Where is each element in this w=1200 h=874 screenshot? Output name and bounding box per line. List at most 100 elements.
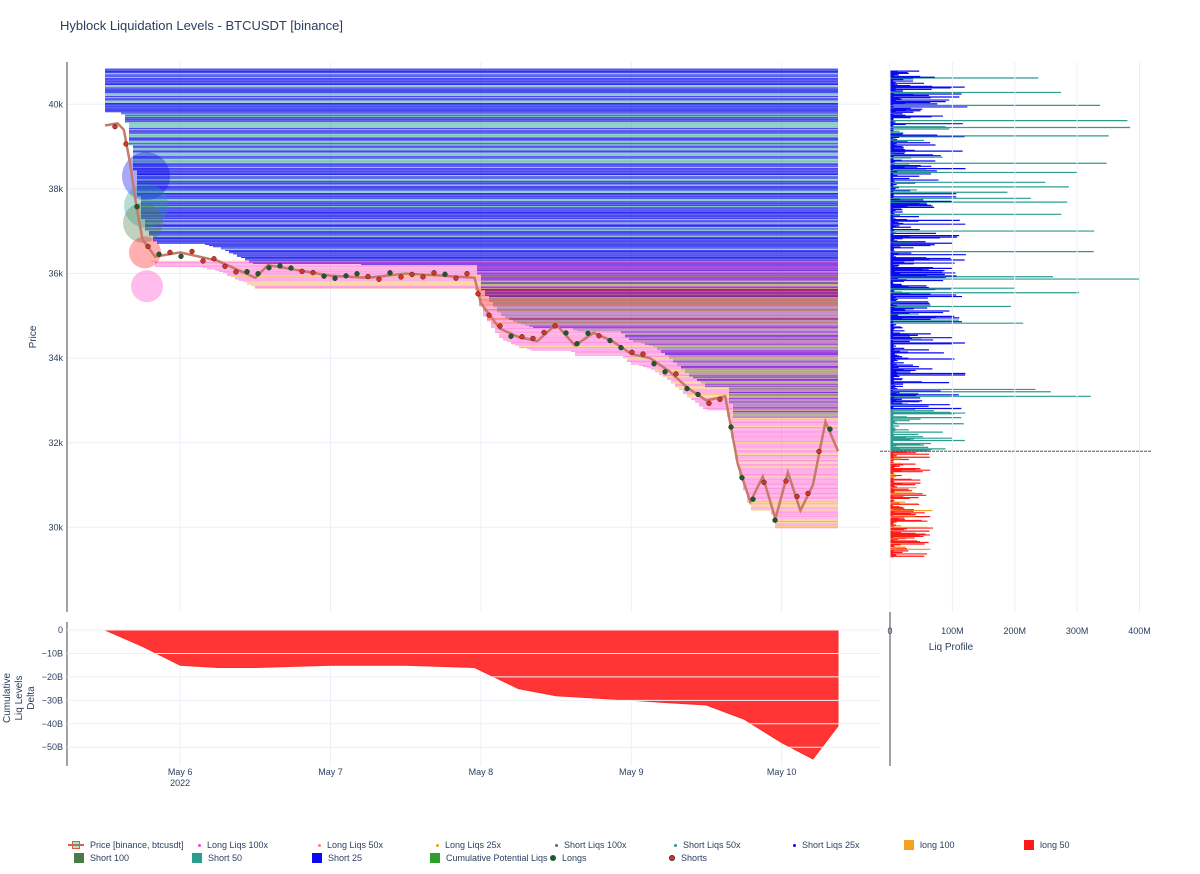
shorts-marker — [167, 249, 173, 256]
legend-shorts[interactable]: Shorts — [669, 853, 707, 863]
shorts-marker — [772, 517, 778, 523]
legend-longs[interactable]: Longs — [550, 853, 587, 863]
longs-marker — [200, 258, 206, 264]
shorts-marker — [574, 341, 580, 347]
y-axis-title: Price — [28, 325, 39, 348]
delta-y-tick-label: 0 — [58, 625, 63, 635]
shorts-marker — [464, 271, 470, 277]
longs-marker — [750, 496, 756, 502]
profile-x-tick-label: 400M — [1128, 626, 1151, 636]
longs-marker — [497, 323, 503, 329]
legend-cumulative-potential-liqs[interactable]: Cumulative Potential Liqs — [430, 853, 548, 863]
shorts-marker — [233, 269, 239, 275]
shorts-marker — [178, 253, 184, 259]
x-tick-label: May 6 — [168, 767, 193, 777]
price-series — [104, 121, 840, 524]
delta-axes: 0 −10B −20B −30B −40B −50B Cumulative Liq Level… — [2, 622, 880, 788]
shorts-marker — [563, 330, 569, 336]
profile-x-tick-label: 200M — [1004, 626, 1027, 636]
shorts-marker — [585, 330, 591, 337]
delta-y-tick-label: −20B — [42, 672, 63, 682]
longs-marker — [728, 424, 734, 430]
longs-marker — [607, 337, 613, 344]
longs-marker — [530, 335, 536, 342]
y-tick-label: 32k — [48, 438, 63, 448]
delta-y-axis-title: Delta — [26, 686, 37, 710]
delta-y-tick-label: −40B — [42, 719, 63, 729]
longs-marker — [640, 351, 646, 357]
shorts-marker — [717, 396, 723, 403]
chart-title: Hyblock Liquidation Levels - BTCUSDT [bi… — [60, 18, 344, 33]
profile-x-tick-label: 100M — [941, 626, 964, 636]
longs-marker — [310, 269, 316, 276]
legend: Price [binance, btcusdt] Long Liqs 100x … — [68, 840, 1188, 870]
legend-short-50[interactable]: Short 50 — [192, 853, 242, 863]
longs-marker — [761, 479, 767, 485]
longs-marker — [475, 291, 481, 297]
longs-marker — [805, 490, 811, 497]
legend-long-liqs-100x[interactable]: Long Liqs 100x — [198, 840, 268, 850]
legend-short-liqs-100x[interactable]: Short Liqs 100x — [555, 840, 627, 850]
liquidation-bands — [105, 68, 838, 529]
shorts-marker — [266, 265, 272, 271]
legend-short-100[interactable]: Short 100 — [74, 853, 129, 863]
longs-marker — [211, 256, 217, 262]
legend-long-100[interactable]: long 100 — [904, 840, 955, 850]
delta-y-tick-label: −50B — [42, 742, 63, 752]
main-axes: 30k 32k 34k 36k 38k 40k Price — [28, 62, 68, 612]
profile-x-tick-label: 0 — [887, 626, 892, 636]
shorts-marker — [431, 270, 437, 276]
longs-marker — [662, 369, 668, 375]
longs-marker — [629, 349, 635, 355]
legend-short-liqs-25x[interactable]: Short Liqs 25x — [793, 840, 860, 850]
delta-y-tick-label: −30B — [42, 695, 63, 705]
shorts-marker — [816, 448, 822, 455]
x-tick-label: May 8 — [469, 767, 494, 777]
delta-area-fill — [104, 629, 839, 760]
shorts-marker — [134, 204, 140, 210]
shorts-marker — [519, 334, 525, 340]
shorts-marker — [739, 475, 745, 481]
longs-marker — [552, 323, 558, 329]
longs-marker — [486, 312, 492, 318]
shorts-marker — [684, 385, 690, 392]
longs-marker — [354, 271, 360, 277]
legend-short-liqs-50x[interactable]: Short Liqs 50x — [674, 840, 741, 850]
longs-marker — [420, 274, 426, 280]
shorts-marker — [255, 271, 261, 277]
liq-profile — [880, 70, 1152, 558]
shorts-marker — [123, 141, 129, 147]
longs-marker — [189, 248, 195, 255]
x-tick-label: May 10 — [767, 767, 797, 777]
x-tick-label: May 7 — [318, 767, 343, 777]
y-tick-label: 36k — [48, 269, 63, 279]
shorts-marker — [145, 243, 151, 250]
profile-x-axis-title: Liq Profile — [929, 642, 974, 653]
legend-short-25[interactable]: Short 25 — [312, 853, 362, 863]
longs-marker — [783, 478, 789, 484]
shorts-marker — [156, 251, 162, 257]
longs-marker — [332, 275, 338, 281]
liq-bubble — [131, 270, 163, 303]
legend-long-liqs-50x[interactable]: Long Liqs 50x — [318, 840, 383, 850]
shorts-marker — [299, 268, 305, 275]
shorts-marker — [651, 361, 657, 367]
longs-marker — [365, 273, 371, 280]
shorts-marker — [541, 329, 547, 336]
legend-price[interactable]: Price [binance, btcusdt] — [68, 840, 184, 850]
y-tick-label: 40k — [48, 99, 63, 109]
legend-long-50[interactable]: long 50 — [1024, 840, 1070, 850]
y-tick-label: 34k — [48, 353, 63, 363]
liq-bubble — [129, 236, 161, 269]
longs-marker — [409, 271, 415, 278]
shorts-marker — [244, 269, 250, 275]
longs-marker — [222, 263, 228, 269]
shorts-marker — [827, 426, 833, 432]
shorts-marker — [112, 123, 118, 130]
legend-long-liqs-25x[interactable]: Long Liqs 25x — [436, 840, 501, 850]
shorts-marker — [398, 274, 404, 280]
delta-area — [104, 629, 839, 760]
delta-y-tick-label: −10B — [42, 648, 63, 658]
longs-marker — [387, 270, 393, 276]
